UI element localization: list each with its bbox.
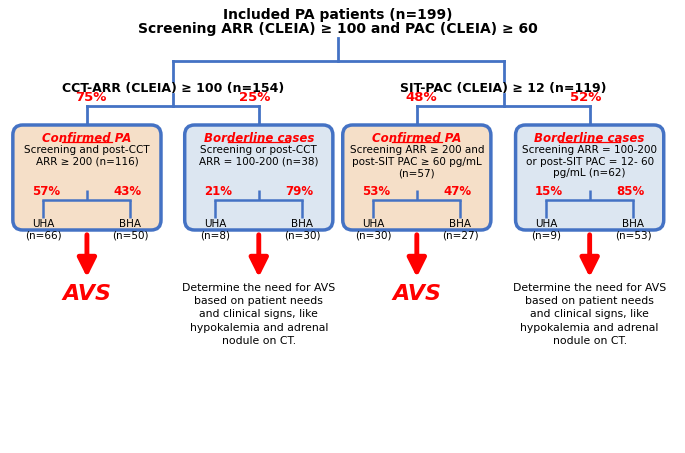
- Text: Screening and post-CCT
ARR ≥ 200 (n=116): Screening and post-CCT ARR ≥ 200 (n=116): [24, 145, 150, 167]
- FancyBboxPatch shape: [13, 125, 161, 230]
- Text: 48%: 48%: [405, 91, 436, 104]
- Text: Included PA patients (n=199): Included PA patients (n=199): [223, 8, 453, 22]
- Text: 15%: 15%: [535, 185, 563, 198]
- Text: Screening ARR (CLEIA) ≥ 100 and PAC (CLEIA) ≥ 60: Screening ARR (CLEIA) ≥ 100 and PAC (CLE…: [138, 22, 538, 36]
- Text: 79%: 79%: [285, 185, 313, 198]
- Text: SIT-PAC (CLEIA) ≥ 12 (n=119): SIT-PAC (CLEIA) ≥ 12 (n=119): [401, 82, 607, 95]
- Text: Confirmed PA: Confirmed PA: [372, 132, 462, 145]
- Text: 25%: 25%: [239, 91, 271, 104]
- Text: Screening ARR = 100-200
or post-SIT PAC = 12- 60
pg/mL (n=62): Screening ARR = 100-200 or post-SIT PAC …: [522, 145, 657, 178]
- Text: 47%: 47%: [443, 185, 471, 198]
- Text: UHA
(n=30): UHA (n=30): [355, 219, 392, 241]
- Text: UHA
(n=66): UHA (n=66): [25, 219, 62, 241]
- Text: Screening or post-CCT
ARR = 100-200 (n=38): Screening or post-CCT ARR = 100-200 (n=3…: [199, 145, 319, 167]
- Text: BHA
(n=50): BHA (n=50): [112, 219, 149, 241]
- FancyBboxPatch shape: [342, 125, 491, 230]
- Text: Borderline cases: Borderline cases: [534, 132, 645, 145]
- Text: CCT-ARR (CLEIA) ≥ 100 (n=154): CCT-ARR (CLEIA) ≥ 100 (n=154): [62, 82, 284, 95]
- Text: 85%: 85%: [616, 185, 645, 198]
- Text: 21%: 21%: [204, 185, 232, 198]
- Text: 43%: 43%: [113, 185, 142, 198]
- Text: Screening ARR ≥ 200 and
post-SIT PAC ≥ 60 pg/mL
(n=57): Screening ARR ≥ 200 and post-SIT PAC ≥ 6…: [349, 145, 484, 178]
- Text: 53%: 53%: [362, 185, 390, 198]
- Text: AVS: AVS: [62, 284, 112, 304]
- Text: Determine the need for AVS
based on patient needs
and clinical signs, like
hypok: Determine the need for AVS based on pati…: [513, 283, 667, 346]
- Text: BHA
(n=30): BHA (n=30): [284, 219, 321, 241]
- Text: Borderline cases: Borderline cases: [203, 132, 314, 145]
- FancyBboxPatch shape: [185, 125, 333, 230]
- Text: Confirmed PA: Confirmed PA: [42, 132, 132, 145]
- Text: UHA
(n=8): UHA (n=8): [200, 219, 230, 241]
- Text: Determine the need for AVS
based on patient needs
and clinical signs, like
hypok: Determine the need for AVS based on pati…: [182, 283, 336, 346]
- Text: 75%: 75%: [75, 91, 107, 104]
- Text: AVS: AVS: [393, 284, 441, 304]
- Text: BHA
(n=53): BHA (n=53): [615, 219, 651, 241]
- Text: UHA
(n=9): UHA (n=9): [531, 219, 561, 241]
- Text: BHA
(n=27): BHA (n=27): [442, 219, 479, 241]
- FancyBboxPatch shape: [516, 125, 664, 230]
- Text: 57%: 57%: [32, 185, 60, 198]
- Text: 52%: 52%: [570, 91, 601, 104]
